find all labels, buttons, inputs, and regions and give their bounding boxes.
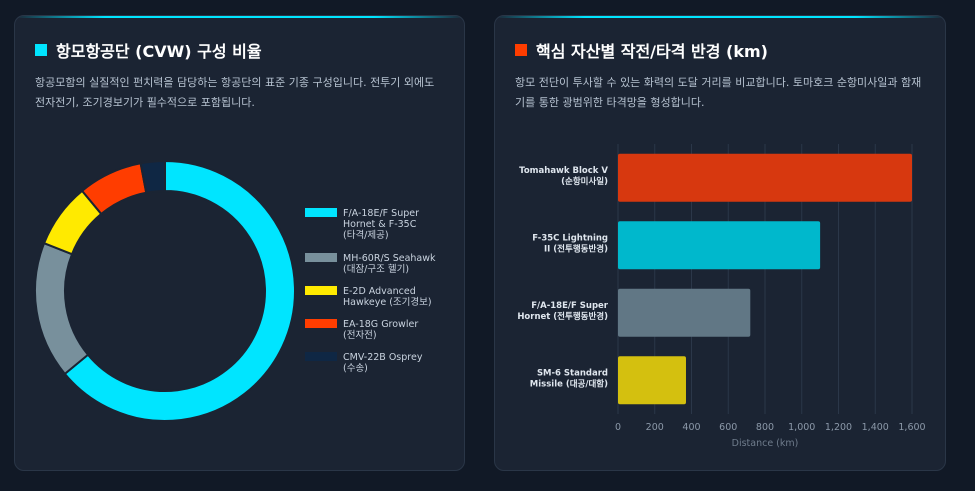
x-tick-label: 400 [682,422,700,433]
bar [618,221,821,270]
y-category-label: II (전투행동반경) [544,243,608,254]
legend-label: CMV-22B Osprey [343,352,423,363]
x-tick-label: 1,400 [862,422,889,433]
bar [618,288,751,337]
composition-title-text: 항모항공단 (CVW) 구성 비율 [56,42,262,61]
y-category-label: Hornet (전투행동반경) [517,311,608,322]
range-card: 핵심 자산별 작전/타격 반경 (km) 항모 전단이 투사할 수 있는 화력의… [494,15,946,471]
composition-description: 항공모함의 실질적인 펀치력을 담당하는 항공단의 표준 기종 구성입니다. 전… [35,76,435,109]
legend-label: (전자전) [343,330,377,341]
x-tick-label: 1,600 [898,422,925,433]
y-category-label: Tomahawk Block V [519,166,608,176]
legend-label: F/A-18E/F Super [343,208,419,219]
legend-label: E-2D Advanced [343,286,416,297]
x-tick-label: 0 [615,422,621,433]
legend-label: Hawkeye (조기경보) [343,296,432,308]
bar [618,153,912,202]
doughnut-slice [63,159,296,422]
doughnut-slice [139,159,166,194]
legend-label: (대잠/구조 헬기) [343,264,409,275]
range-description: 항모 전단이 투사할 수 있는 화력의 도달 거리를 비교합니다. 토마호크 순… [515,76,922,109]
range-title-text: 핵심 자산별 작전/타격 반경 (km) [536,42,768,61]
bar [618,356,686,405]
legend-label: (타격/제공) [343,229,389,241]
x-tick-label: 600 [719,422,737,433]
legend-label: Hornet & F-35C [343,219,417,230]
x-tick-label: 200 [646,422,664,433]
composition-card: 항모항공단 (CVW) 구성 비율 항공모함의 실질적인 펀치력을 담당하는 항… [14,15,465,471]
y-category-label: Missile (대공/대함) [530,378,608,389]
legend-swatch [305,286,337,295]
title-square-icon [515,44,527,56]
legend-swatch [305,319,337,328]
legend-label: (수송) [343,363,368,374]
composition-title: 항모항공단 (CVW) 구성 비율 [35,38,262,62]
legend-label: MH-60R/S Seahawk [343,253,436,264]
legend-swatch [305,352,337,361]
y-category-label: F-35C Lightning [532,233,608,243]
x-tick-label: 800 [756,422,774,433]
title-square-icon [35,44,47,56]
x-tick-label: 1,200 [825,422,852,433]
legend-swatch [305,208,337,217]
doughnut-slice [34,241,90,376]
y-category-label: (순항미사일) [561,176,608,187]
legend-label: EA-18G Growler [343,319,418,330]
bar-chart: 0 200 400 600 800 1,000 1,200 1,400 1,600 Distanc… [517,144,926,449]
range-title: 핵심 자산별 작전/타격 반경 (km) [515,38,768,62]
legend-swatch [305,253,337,262]
y-category-label: F/A-18E/F Super [531,301,609,311]
x-tick-label: 1,000 [788,422,815,433]
y-category-label: SM-6 Standard [537,368,608,378]
x-axis-title: Distance (km) [732,438,799,449]
